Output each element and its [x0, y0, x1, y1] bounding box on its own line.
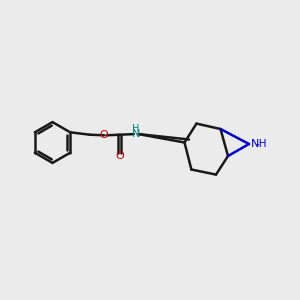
Text: H: H [133, 124, 140, 134]
Text: N: N [250, 139, 259, 149]
Text: N: N [132, 129, 140, 139]
Text: O: O [115, 151, 124, 161]
Text: -H: -H [256, 139, 267, 149]
Text: O: O [100, 130, 108, 140]
